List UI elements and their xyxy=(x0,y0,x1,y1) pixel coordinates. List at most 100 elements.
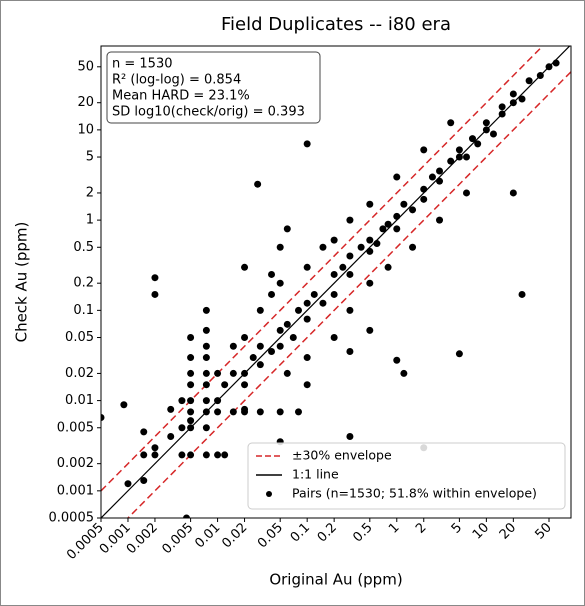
point xyxy=(151,444,159,452)
y-axis-label: Check Au (ppm) xyxy=(13,222,31,343)
axes-box xyxy=(100,45,572,519)
point xyxy=(489,130,497,138)
point xyxy=(319,299,327,307)
point xyxy=(276,342,284,350)
point xyxy=(101,413,105,421)
point xyxy=(202,381,210,389)
point xyxy=(498,103,506,111)
point xyxy=(303,299,311,307)
point xyxy=(366,247,374,255)
point xyxy=(221,381,229,389)
point xyxy=(366,279,374,287)
y-tick-label: 0.05 xyxy=(65,330,94,345)
point xyxy=(366,326,374,334)
y-tick-label: 20 xyxy=(77,95,94,110)
point xyxy=(187,417,195,425)
point xyxy=(151,274,159,282)
point xyxy=(339,263,347,271)
point xyxy=(276,279,284,287)
point xyxy=(256,306,264,314)
point xyxy=(229,369,237,377)
point xyxy=(187,451,195,459)
point xyxy=(346,270,354,278)
point xyxy=(400,200,408,208)
point xyxy=(366,236,374,244)
legend-label: ±30% envelope xyxy=(292,448,392,463)
point xyxy=(420,185,428,193)
point xyxy=(202,424,210,432)
point xyxy=(151,290,159,298)
y-tick-label: 0.001 xyxy=(57,483,94,498)
identity-line xyxy=(101,46,571,518)
point xyxy=(202,354,210,362)
point xyxy=(241,369,249,377)
point xyxy=(202,451,210,459)
point xyxy=(294,408,302,416)
point xyxy=(393,173,401,181)
y-tick-label: 0.5 xyxy=(73,240,94,255)
legend-label: 1:1 line xyxy=(292,467,339,482)
stats-box xyxy=(106,51,321,124)
point xyxy=(462,189,470,197)
point xyxy=(346,252,354,260)
point xyxy=(187,354,195,362)
point xyxy=(436,177,444,185)
point xyxy=(178,424,186,432)
point xyxy=(256,408,264,416)
point xyxy=(187,408,195,416)
point xyxy=(509,90,517,98)
point xyxy=(283,320,291,328)
point xyxy=(420,195,428,203)
point xyxy=(214,369,222,377)
point xyxy=(366,200,374,208)
point xyxy=(151,451,159,459)
y-tick-label: 0.002 xyxy=(57,456,94,471)
point xyxy=(518,290,526,298)
point xyxy=(545,63,553,71)
point xyxy=(268,290,276,298)
point xyxy=(346,216,354,224)
point xyxy=(447,119,455,127)
point xyxy=(202,306,210,314)
point xyxy=(187,381,195,389)
point xyxy=(509,99,517,107)
point xyxy=(379,225,387,233)
point xyxy=(319,243,327,251)
point xyxy=(357,243,365,251)
legend-box xyxy=(247,442,566,510)
point xyxy=(120,401,128,409)
point xyxy=(241,263,249,271)
point xyxy=(268,270,276,278)
point xyxy=(552,59,560,67)
point xyxy=(202,408,210,416)
point xyxy=(346,306,354,314)
point xyxy=(462,153,470,161)
point xyxy=(214,397,222,405)
point xyxy=(447,157,455,165)
point xyxy=(140,451,148,459)
point xyxy=(330,236,338,244)
point xyxy=(202,326,210,334)
point xyxy=(214,451,222,459)
point xyxy=(436,216,444,224)
point xyxy=(289,334,297,342)
point xyxy=(536,72,544,80)
y-tick-label: 0.02 xyxy=(65,366,94,381)
y-tick-label: 2 xyxy=(86,185,94,200)
point xyxy=(187,334,195,342)
point xyxy=(202,342,210,350)
point xyxy=(140,477,148,485)
point xyxy=(283,225,291,233)
point xyxy=(276,243,284,251)
point xyxy=(183,514,190,518)
point xyxy=(393,356,401,364)
point xyxy=(330,270,338,278)
plot-content xyxy=(101,46,571,518)
point xyxy=(409,206,417,214)
point xyxy=(202,369,210,377)
point xyxy=(303,140,311,148)
point xyxy=(303,263,311,271)
point xyxy=(346,433,354,441)
point xyxy=(167,405,175,413)
